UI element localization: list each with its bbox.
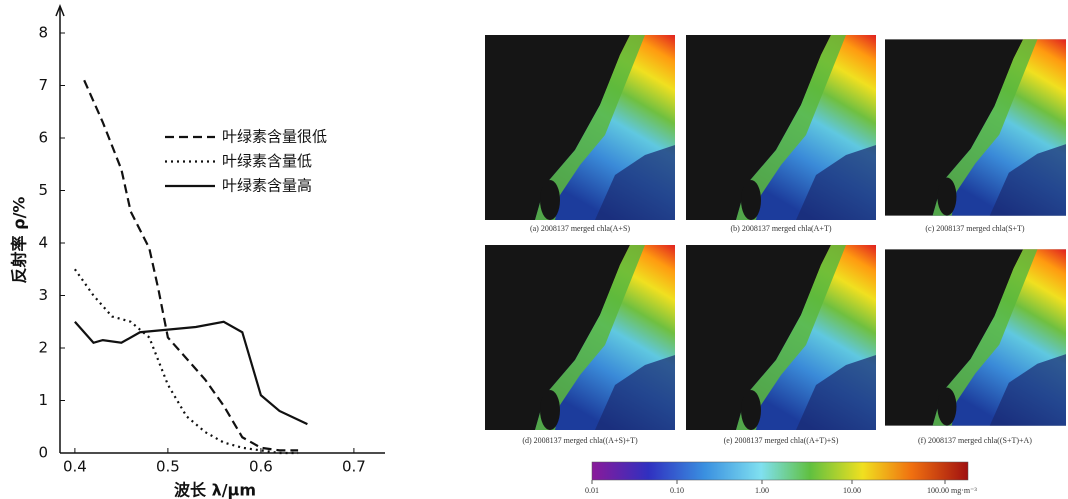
panel-caption: (f) 2008137 merged chla((S+T)+A) [918, 436, 1032, 445]
colorbar-label: 10.00 [843, 486, 861, 495]
series-line [74, 320, 308, 426]
series-line [83, 79, 299, 452]
colorbar [591, 461, 969, 481]
y-tick-label: 0 [38, 444, 48, 462]
colorbar-label: 1.00 [755, 486, 769, 495]
colorbar-label: 0.01 [585, 486, 599, 495]
y-axis-label: 反射率 ρ/% [10, 197, 29, 284]
y-tick-label: 5 [38, 181, 48, 199]
y-tick-label: 4 [38, 234, 48, 252]
y-tick-label: 1 [38, 391, 48, 409]
x-tick-label: 0.4 [63, 458, 87, 476]
y-tick-label: 7 [38, 76, 48, 94]
x-tick-label: 0.7 [342, 458, 366, 476]
x-tick-label: 0.5 [156, 458, 180, 476]
panel-caption: (c) 2008137 merged chla(S+T) [925, 224, 1025, 233]
colorbar-label: 0.10 [670, 486, 684, 495]
y-axis-arrow [55, 3, 65, 17]
legend-label: 叶绿素含量高 [222, 177, 312, 195]
panel-caption: (a) 2008137 merged chla(A+S) [530, 224, 630, 233]
map-image [686, 35, 876, 220]
y-tick-label: 3 [38, 286, 48, 304]
map-image [885, 249, 1066, 426]
y-tick-label: 2 [38, 339, 48, 357]
map-image [485, 35, 675, 220]
panel-caption: (d) 2008137 merged chla((A+S)+T) [522, 436, 638, 445]
panel-caption: (e) 2008137 merged chla((A+T)+S) [724, 436, 839, 445]
map-image [485, 245, 675, 430]
panel-caption: (b) 2008137 merged chla(A+T) [731, 224, 832, 233]
x-axis-label: 波长 λ/μm [174, 481, 256, 499]
legend-label: 叶绿素含量低 [222, 152, 312, 170]
map-image [686, 245, 876, 430]
colorbar-label: 100.00 mg·m⁻³ [927, 486, 977, 495]
series-line [73, 268, 299, 455]
y-tick-label: 8 [38, 24, 48, 42]
x-tick-label: 0.6 [249, 458, 273, 476]
legend-label: 叶绿素含量很低 [222, 128, 327, 146]
y-tick-label: 6 [38, 129, 48, 147]
map-image [885, 39, 1066, 216]
